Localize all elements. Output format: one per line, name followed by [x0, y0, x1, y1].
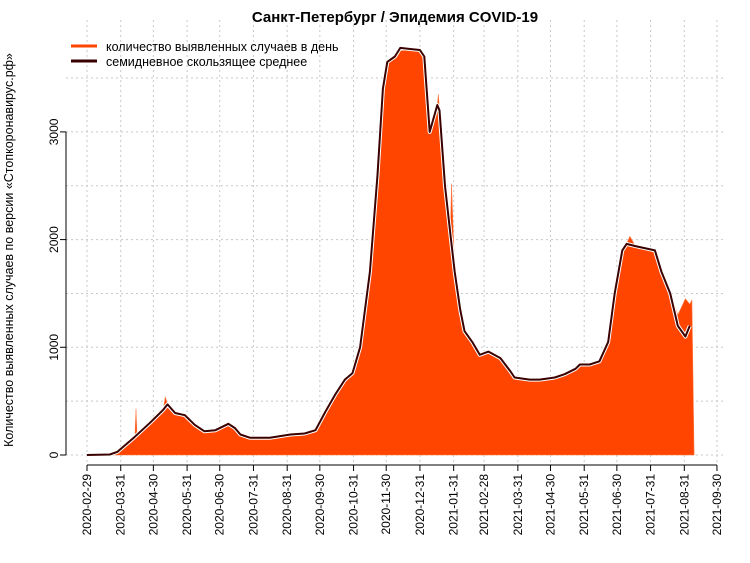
moving-average-line	[86, 46, 691, 456]
x-tick-label: 2020-04-30	[146, 474, 160, 536]
y-tick-label: 0	[47, 451, 61, 458]
y-tick-label: 3000	[47, 118, 61, 145]
x-tick-label: 2021-02-28	[477, 474, 491, 536]
x-tick-label: 2021-01-31	[447, 474, 461, 536]
x-tick-label: 2021-07-31	[644, 474, 658, 536]
x-tick-label: 2021-06-30	[610, 474, 624, 536]
legend: количество выявленных случаев в день сем…	[71, 40, 339, 69]
x-tick-label: 2021-09-30	[710, 474, 724, 536]
y-tick-label: 2000	[47, 226, 61, 253]
chart-title: Санкт-Петербург / Эпидемия COVID-19	[252, 9, 538, 26]
plot-area	[86, 45, 695, 457]
x-tick-label: 2020-12-31	[413, 474, 427, 536]
y-axis-label: Количество выявленных случаев по версии …	[2, 53, 16, 447]
daily-cases-area	[86, 47, 695, 456]
x-tick-label: 2020-06-30	[213, 474, 227, 536]
x-tick-label: 2021-08-31	[677, 474, 691, 536]
x-tick-label: 2020-05-31	[180, 474, 194, 536]
x-tick-label: 2020-10-31	[347, 474, 361, 536]
x-tick-label: 2021-04-30	[543, 474, 557, 536]
x-tick-label: 2020-08-31	[280, 474, 294, 536]
x-tick-label: 2020-07-31	[246, 474, 260, 536]
x-tick-label: 2020-02-29	[80, 474, 94, 536]
x-tick-label: 2020-11-30	[379, 474, 393, 535]
x-tick-label: 2021-03-31	[511, 474, 525, 536]
y-tick-label: 1000	[47, 334, 61, 361]
legend-label-average: семидневное скользящее среднее	[106, 55, 307, 69]
axes: 0 1000 2000 3000 2020-02-29 2020-03-31 2020-04…	[47, 118, 724, 535]
x-tick-label: 2021-05-31	[577, 474, 591, 536]
legend-label-daily: количество выявленных случаев в день	[106, 40, 339, 54]
x-tick-label: 2020-09-30	[313, 474, 327, 536]
x-tick-label: 2020-03-31	[114, 474, 128, 536]
